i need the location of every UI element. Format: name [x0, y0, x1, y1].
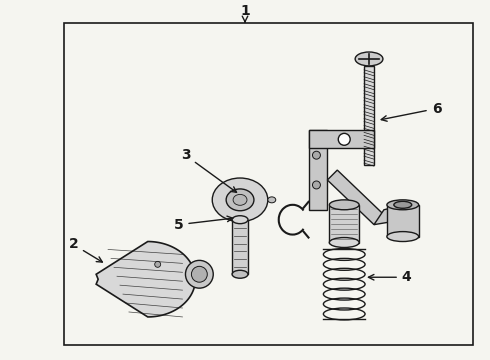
Circle shape	[155, 261, 161, 267]
Circle shape	[313, 151, 320, 159]
Ellipse shape	[233, 194, 247, 205]
Ellipse shape	[232, 270, 248, 278]
Circle shape	[313, 181, 320, 189]
Bar	[364, 66, 374, 165]
Ellipse shape	[394, 201, 412, 208]
Bar	[64, 23, 473, 345]
Circle shape	[185, 260, 213, 288]
Ellipse shape	[387, 231, 418, 242]
Bar	[232, 220, 248, 274]
Ellipse shape	[329, 238, 359, 247]
Text: 4: 4	[368, 270, 412, 284]
Text: 3: 3	[181, 148, 237, 192]
Text: 1: 1	[240, 4, 250, 22]
Text: 5: 5	[173, 216, 233, 231]
Ellipse shape	[329, 200, 359, 210]
Ellipse shape	[232, 216, 248, 224]
Bar	[387, 205, 418, 237]
Text: 6: 6	[381, 102, 441, 121]
Polygon shape	[327, 170, 384, 225]
Circle shape	[192, 266, 207, 282]
Bar	[310, 130, 327, 210]
Ellipse shape	[212, 178, 268, 222]
Polygon shape	[374, 205, 404, 225]
Ellipse shape	[226, 189, 254, 211]
Ellipse shape	[268, 197, 276, 203]
Circle shape	[338, 133, 350, 145]
Polygon shape	[96, 242, 196, 317]
Bar	[329, 205, 359, 243]
Bar	[310, 130, 374, 148]
Ellipse shape	[387, 200, 418, 210]
Ellipse shape	[355, 52, 383, 66]
Text: 2: 2	[69, 238, 102, 262]
